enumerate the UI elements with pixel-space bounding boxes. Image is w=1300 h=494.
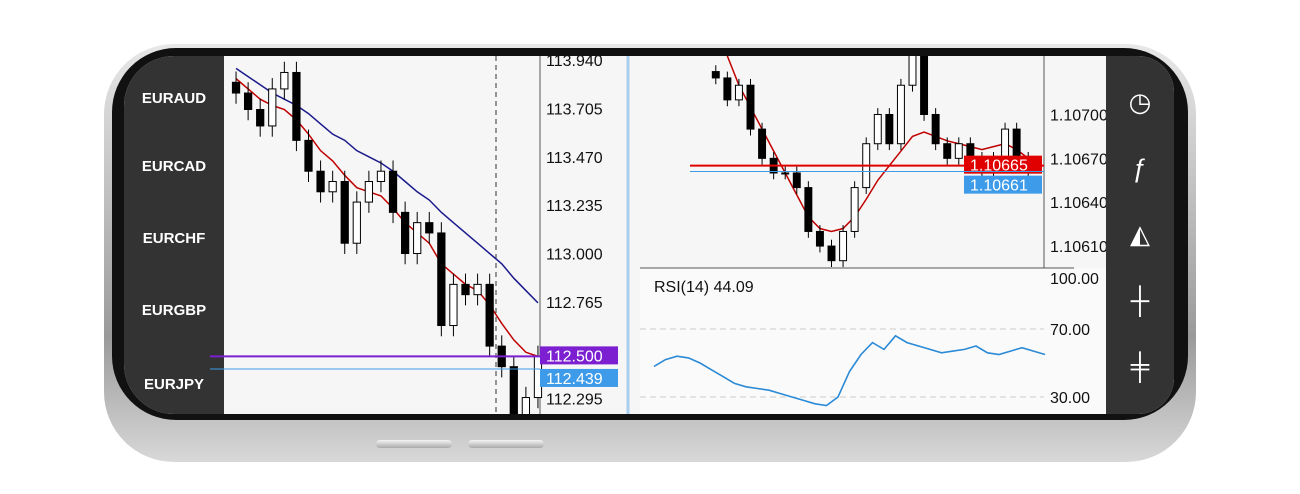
crosshair-icon[interactable]: ┼	[1130, 285, 1150, 315]
rsi-line	[653, 334, 1046, 407]
rsi-panel: RSI(14) 44.09 100.00 70.00 30.00	[640, 267, 1112, 414]
candle	[521, 397, 531, 414]
rsi-tick: 100.00	[1050, 271, 1099, 288]
price-tick: 113.235	[546, 198, 603, 215]
candle	[850, 187, 859, 232]
candle	[827, 245, 836, 262]
candle	[509, 366, 518, 414]
bid-price-label: 1.10665	[970, 158, 1028, 175]
symbol-item-eurcad[interactable]: EURCAD	[141, 158, 207, 175]
candle	[885, 113, 894, 145]
function-icon[interactable]: ƒ	[1132, 153, 1148, 183]
candle	[781, 172, 790, 175]
moving-average-line	[726, 56, 1029, 233]
candle	[328, 181, 337, 193]
shapes-icon[interactable]: ◭	[1130, 219, 1150, 249]
price-tick: 112.765	[546, 295, 603, 312]
phone-button	[468, 440, 544, 448]
candle	[711, 71, 720, 79]
candle	[792, 172, 801, 189]
candle	[896, 84, 905, 145]
symbol-item-eurjpy[interactable]: EURJPY	[143, 376, 205, 393]
candle	[449, 283, 458, 327]
moving-average-line	[235, 67, 539, 304]
symbol-item-eurchf[interactable]: EURCHF	[142, 230, 206, 247]
candle	[352, 201, 361, 244]
rsi-tick: 30.00	[1050, 390, 1090, 407]
price-tick: 113.705	[546, 101, 603, 118]
charts-area[interactable]: 113.940 113.705 113.470 113.235 113.000 112.7…	[124, 56, 1174, 414]
candle	[954, 143, 963, 159]
price-tick: 113.470	[546, 150, 603, 167]
price-tick: 113.000	[546, 247, 603, 264]
ask-price-tag	[540, 368, 618, 387]
candle	[268, 88, 277, 127]
candle	[461, 283, 470, 296]
candle	[920, 56, 929, 115]
ask-price-label: 1.10661	[970, 178, 1028, 195]
price-tick: 1.10700	[1050, 107, 1108, 124]
candle	[734, 84, 743, 101]
chart-eurusd: 1.10700 1.10670 1.10640 1.10610 1.10665 1.106…	[690, 56, 1108, 414]
bid-price-tag	[540, 346, 618, 365]
phone-button	[376, 440, 452, 448]
candle	[437, 232, 446, 327]
ask-price-label: 112.439	[546, 371, 603, 388]
candle	[256, 108, 265, 127]
candle	[1012, 128, 1021, 159]
candle	[376, 170, 386, 183]
symbol-list: EURAUD EURCAD EURCHF EURGBP EURJPY	[124, 56, 224, 414]
rsi-background	[640, 268, 1112, 414]
candle	[873, 113, 882, 145]
candle	[388, 170, 398, 213]
candle	[723, 77, 732, 101]
candle	[931, 113, 940, 145]
bid-price-label: 112.500	[546, 348, 603, 365]
candle	[364, 181, 374, 203]
candle	[413, 222, 422, 255]
candle	[231, 81, 241, 94]
price-tick: 113.940	[546, 56, 603, 70]
candle	[243, 92, 253, 110]
candle	[304, 139, 313, 172]
candle	[473, 283, 482, 296]
candle	[815, 230, 824, 247]
candle	[280, 71, 289, 90]
candle	[746, 84, 755, 130]
toolbar: ◷ ƒ ◭ ┼ ╪	[1106, 56, 1174, 414]
candle	[943, 143, 952, 159]
candle	[485, 283, 494, 347]
screen: EURAUD EURCAD EURCHF EURGBP EURJPY 113.9…	[124, 56, 1174, 414]
candle	[758, 128, 767, 159]
price-tick: 1.10670	[1050, 151, 1108, 168]
price-tick: 1.10640	[1050, 195, 1108, 212]
candle	[908, 56, 917, 86]
candle	[1001, 128, 1010, 159]
candle	[316, 170, 325, 193]
candle	[340, 181, 349, 244]
candle	[400, 211, 410, 255]
ask-price-tag	[964, 175, 1042, 194]
bid-price-tag	[964, 155, 1042, 174]
candle	[804, 187, 813, 232]
symbol-item-eurgbp[interactable]: EURGBP	[141, 302, 207, 319]
price-tick: 112.295	[546, 392, 603, 409]
symbol-item-euraud[interactable]: EURAUD	[141, 90, 207, 107]
rsi-title: RSI(14) 44.09	[654, 279, 754, 296]
candles-icon[interactable]: ╪	[1130, 351, 1150, 381]
price-tick: 1.10610	[1050, 239, 1108, 256]
chart-eurjpy: 113.940 113.705 113.470 113.235 113.000 112.7…	[210, 56, 618, 414]
rsi-tick: 70.00	[1050, 322, 1090, 339]
clock-icon[interactable]: ◷	[1128, 87, 1152, 117]
candle	[425, 222, 434, 234]
candle	[292, 71, 301, 141]
candle	[839, 230, 848, 262]
